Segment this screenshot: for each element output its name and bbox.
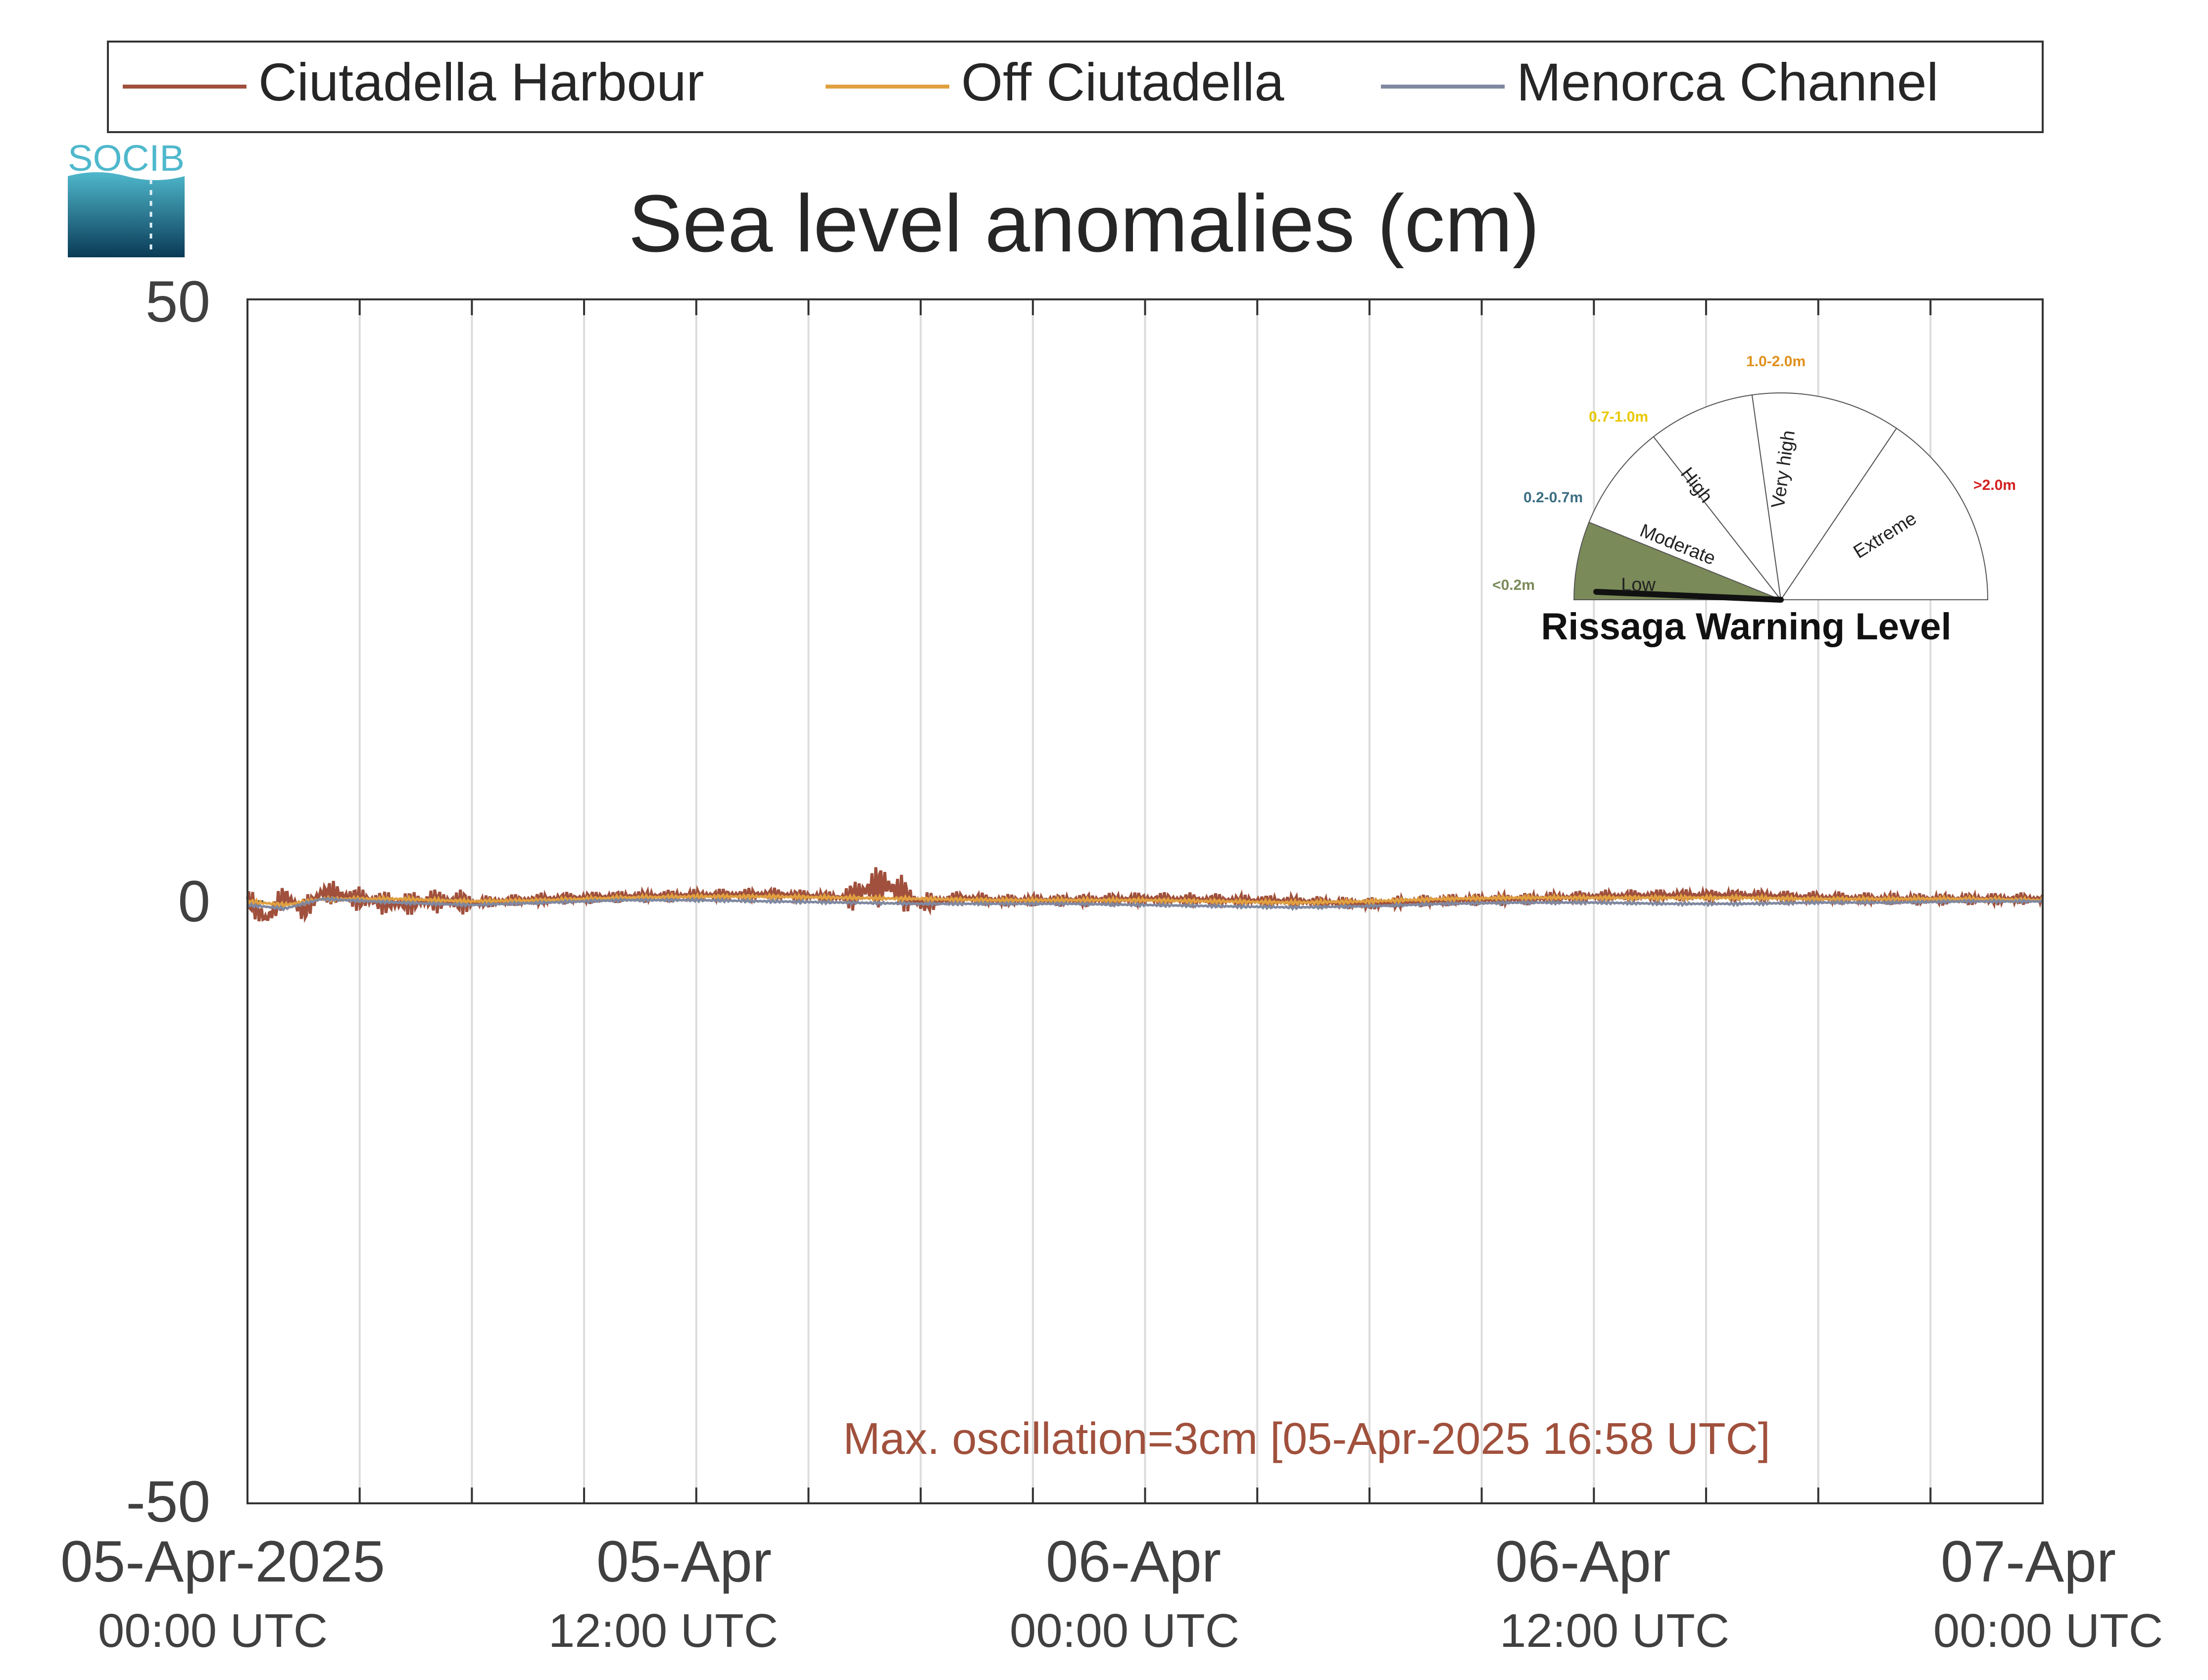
series-line-off-ciutadella	[246, 892, 2044, 910]
x-tick-label-date-1: 05-Apr	[596, 1529, 772, 1594]
x-tick-label-time-4: 00:00 UTC	[1933, 1604, 2163, 1657]
y-tick-label-0: 0	[178, 869, 210, 934]
y-tick-label-minus-50: -50	[126, 1469, 210, 1535]
gauge-segment-label-low: Low	[1621, 575, 1656, 595]
x-tick-label-time-2: 00:00 UTC	[1010, 1604, 1239, 1657]
series-lines	[246, 867, 2044, 923]
socib-logo: SOCIB	[68, 138, 185, 257]
y-tick-label-50: 50	[146, 269, 210, 335]
x-tick-label-date-4: 07-Apr	[1941, 1529, 2116, 1594]
gauge-segment-low	[1573, 522, 1781, 600]
socib-logo-text: SOCIB	[68, 138, 185, 179]
x-tick-label-time-1: 12:00 UTC	[548, 1604, 778, 1657]
gauge-segment-very-high	[1751, 392, 1898, 601]
socib-logo-wave	[68, 172, 185, 257]
gauge-range-low: <0.2m	[1492, 577, 1535, 593]
gauge-segment-moderate	[1588, 436, 1783, 601]
legend-box	[107, 41, 2044, 133]
x-ticks	[247, 298, 1932, 1504]
legend: Ciutadella Harbour Off Ciutadella Menorc…	[107, 41, 2044, 133]
legend-label-ciutadella-harbour: Ciutadella Harbour	[258, 52, 704, 112]
x-tick-label-date-3: 06-Apr	[1495, 1529, 1670, 1594]
gauge-range-high: 0.7-1.0m	[1589, 409, 1648, 425]
rissaga-gauge: Rissaga Warning Level Low Moderate High …	[1492, 353, 2016, 648]
gauge-title: Rissaga Warning Level	[1541, 606, 1951, 648]
gauge-range-very-high: 1.0-2.0m	[1746, 353, 1806, 370]
gauge-segment-extreme	[1780, 428, 1989, 600]
x-tick-label-time-3: 12:00 UTC	[1500, 1604, 1729, 1657]
gauge-segment-high	[1653, 394, 1782, 602]
legend-label-off-ciutadella: Off Ciutadella	[961, 52, 1284, 112]
gauge-range-moderate: 0.2-0.7m	[1523, 489, 1583, 506]
plot-frame	[246, 298, 2044, 1504]
x-tick-label-date-0: 05-Apr-2025	[60, 1529, 385, 1594]
gauge-range-extreme: >2.0m	[1973, 477, 2016, 493]
chart-title: Sea level anomalies (cm)	[628, 178, 1539, 269]
x-tick-label-time-0: 00:00 UTC	[98, 1604, 328, 1657]
legend-label-menorca-channel: Menorca Channel	[1517, 52, 1939, 112]
series-line-menorca-channel	[246, 896, 2044, 912]
x-tick-label-date-2: 06-Apr	[1046, 1529, 1221, 1594]
max-oscillation-annotation: Max. oscillation=3cm [05-Apr-2025 16:58 …	[843, 1414, 1770, 1464]
gauge-needle	[1593, 589, 1784, 603]
